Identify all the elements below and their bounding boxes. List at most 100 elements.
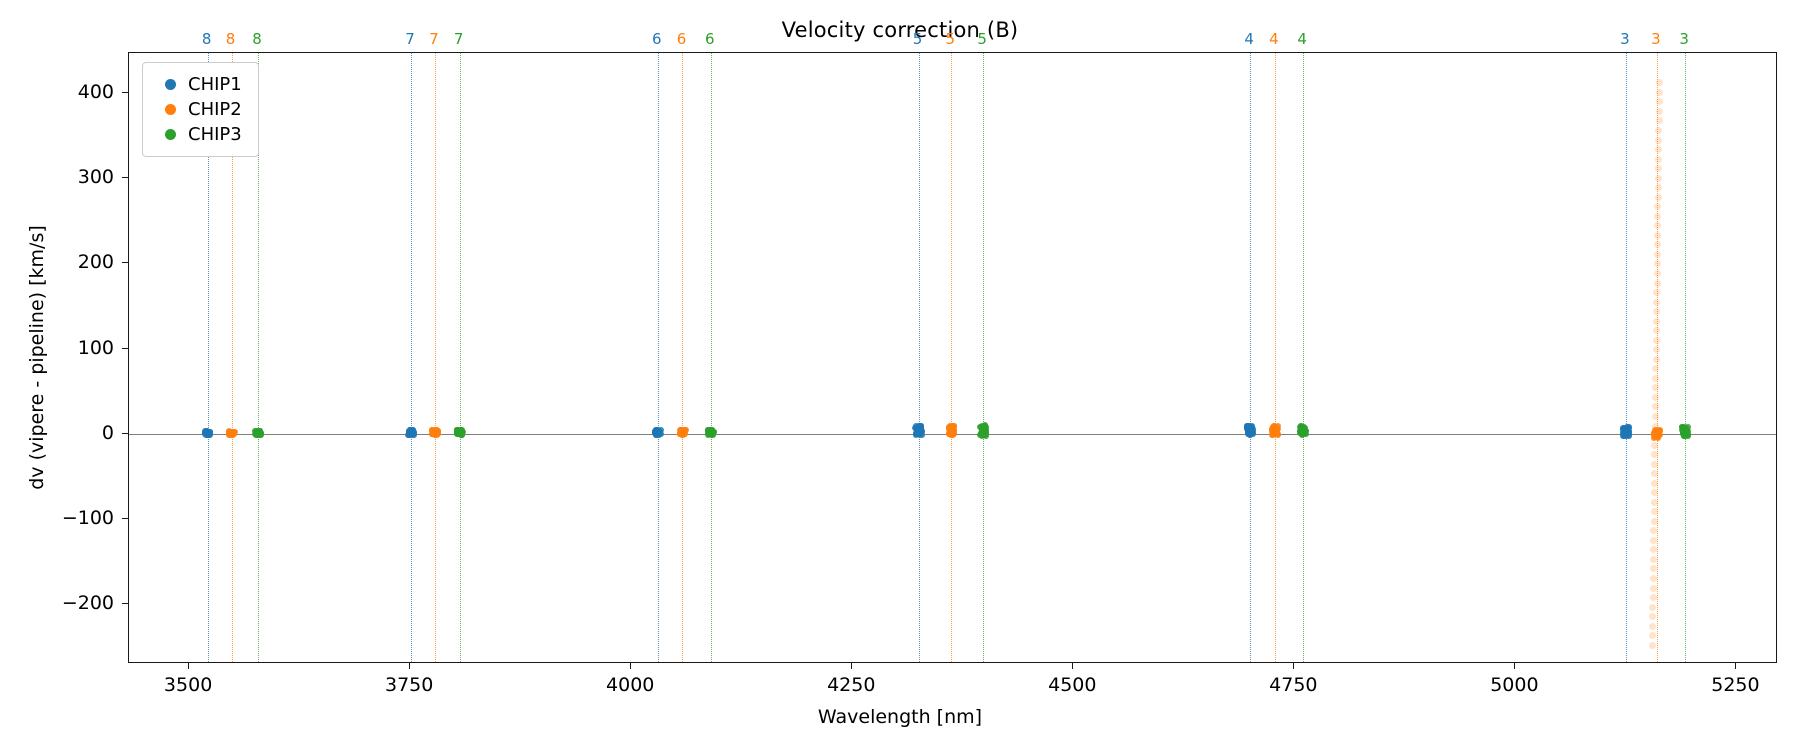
outlier-data-point [1651, 412, 1659, 420]
outlier-data-point [1649, 613, 1657, 621]
legend-label-chip3: CHIP3 [188, 124, 242, 145]
data-point [1651, 431, 1658, 438]
data-point [950, 428, 957, 435]
outlier-data-point [1650, 536, 1658, 544]
y-axis-tick [122, 347, 128, 349]
order-number-label: 7 [453, 30, 464, 48]
outlier-data-point [1651, 451, 1659, 459]
x-axis-tick [1293, 663, 1295, 669]
data-point [1684, 431, 1691, 438]
outlier-data-point [1649, 622, 1657, 630]
order-number-label: 7 [429, 30, 439, 48]
data-point [1651, 427, 1658, 434]
y-axis-tick-label: 100 [77, 336, 114, 359]
data-point [408, 427, 415, 434]
outlier-data-point [1650, 479, 1658, 487]
detector-guide-line [918, 53, 920, 662]
outlier-data-point [1655, 107, 1663, 115]
outlier-data-point [1651, 470, 1659, 478]
x-axis-tick-label: 3750 [384, 674, 434, 696]
outlier-data-point [1654, 203, 1662, 211]
x-axis-label: Wavelength [nm] [817, 706, 983, 728]
data-point [1681, 432, 1688, 439]
outlier-data-point [1652, 336, 1660, 344]
outlier-data-point [1654, 193, 1662, 201]
order-number-label: 5 [977, 30, 987, 48]
legend-color-swatch-chip1 [165, 79, 176, 90]
y-axis-tick [122, 603, 128, 605]
x-axis-tick [851, 663, 853, 669]
legend-label-chip2: CHIP2 [188, 99, 242, 120]
legend-item[interactable]: CHIP1 [155, 72, 242, 97]
legend-color-swatch-chip3 [165, 129, 176, 140]
outlier-data-point [1655, 146, 1663, 154]
order-number-label: 6 [676, 30, 687, 48]
data-point [676, 429, 683, 436]
outlier-data-point [1649, 603, 1657, 611]
data-point [1248, 424, 1255, 431]
x-axis-tick [1514, 663, 1516, 669]
y-axis-tick-label: 0 [101, 421, 114, 444]
outlier-data-point [1653, 308, 1661, 316]
outlier-data-point [1650, 546, 1658, 554]
order-number-label: 6 [651, 30, 662, 48]
legend-color-swatch-chip2 [165, 104, 176, 115]
order-number-label: 8 [252, 30, 262, 48]
data-point [1619, 425, 1626, 432]
order-number-label: 6 [705, 30, 715, 48]
detector-guide-line [411, 53, 413, 662]
data-point [430, 430, 437, 437]
legend-item[interactable]: CHIP3 [155, 122, 242, 147]
detector-guide-line [1685, 53, 1687, 662]
outlier-data-point [1649, 632, 1657, 640]
outlier-data-point [1653, 298, 1661, 306]
chart-title: Velocity correction (B) [781, 18, 1019, 42]
x-axis-tick [630, 663, 632, 669]
data-point [679, 426, 686, 433]
outlier-data-point [1652, 384, 1660, 392]
outlier-data-point [1655, 155, 1663, 163]
outlier-data-point [1653, 260, 1661, 268]
legend-item[interactable]: CHIP2 [155, 97, 242, 122]
data-point [1654, 427, 1661, 434]
data-point [913, 430, 920, 437]
data-point [1656, 431, 1663, 438]
outlier-data-point [1653, 250, 1661, 258]
outlier-data-point [1653, 279, 1661, 287]
outlier-data-point [1654, 222, 1662, 230]
data-point [252, 430, 259, 437]
outlier-data-point [1651, 432, 1659, 440]
y-axis-tick-label: −100 [61, 507, 114, 530]
order-number-label: 3 [1679, 30, 1689, 48]
data-point [1244, 424, 1251, 431]
x-axis-tick-label: 4000 [606, 674, 655, 696]
detector-guide-line [657, 53, 659, 662]
x-axis-tick [188, 663, 190, 669]
x-axis-tick-label: 4750 [1269, 674, 1318, 696]
outlier-data-point [1650, 527, 1658, 535]
detector-guide-line [207, 53, 209, 662]
outlier-data-point [1654, 165, 1662, 173]
data-point [458, 430, 465, 437]
data-point [917, 422, 924, 429]
y-axis-tick-label: 300 [77, 166, 114, 189]
outlier-data-point [1656, 79, 1664, 87]
order-number-label: 5 [912, 30, 923, 48]
outlier-data-point [1648, 641, 1656, 649]
outlier-data-point [1650, 498, 1658, 506]
order-number-label: 8 [225, 30, 236, 48]
data-point [1299, 427, 1306, 434]
plot-area [128, 52, 1777, 663]
data-point [1679, 428, 1686, 435]
data-point [1298, 432, 1305, 439]
x-axis-tick-label: 4500 [1048, 674, 1097, 696]
detector-guide-line [258, 53, 260, 662]
data-point [207, 432, 214, 439]
order-number-label: 8 [201, 30, 212, 48]
outlier-data-point [1654, 184, 1662, 192]
data-point [431, 427, 438, 434]
outlier-data-point [1654, 174, 1662, 182]
detector-guide-line [1625, 53, 1627, 662]
outlier-data-point [1654, 231, 1662, 239]
